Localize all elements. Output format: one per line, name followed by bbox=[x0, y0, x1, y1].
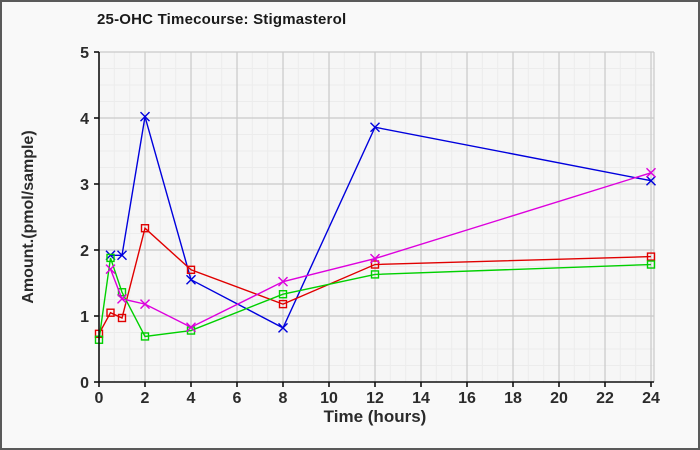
series-magenta-marker bbox=[370, 253, 380, 264]
y-axis-label: Amount.(pmol/sample) bbox=[20, 130, 37, 304]
series-red-marker bbox=[117, 313, 127, 323]
series-magenta-marker bbox=[278, 276, 288, 287]
series-red-marker bbox=[278, 299, 288, 309]
x-tick-label: 0 bbox=[95, 390, 104, 407]
axis-ticks bbox=[94, 51, 652, 387]
series-red bbox=[94, 224, 656, 339]
x-tick-label: 18 bbox=[504, 390, 522, 407]
series-blue-marker bbox=[117, 250, 127, 261]
series-magenta bbox=[105, 167, 656, 333]
series-magenta-marker bbox=[186, 322, 196, 333]
series-red-line bbox=[98, 226, 652, 335]
y-tick-label: 0 bbox=[80, 375, 89, 392]
series-magenta-marker bbox=[646, 167, 656, 178]
series-blue-marker bbox=[140, 111, 150, 122]
series-blue-marker bbox=[278, 322, 288, 333]
series-red-marker bbox=[370, 260, 380, 269]
x-tick-label: 6 bbox=[233, 390, 242, 407]
series-blue bbox=[105, 111, 656, 333]
series-green-marker bbox=[140, 332, 150, 341]
series-red-marker bbox=[140, 224, 150, 233]
y-tick-label: 3 bbox=[80, 177, 89, 194]
major-gridlines bbox=[99, 52, 654, 382]
x-tick-label: 4 bbox=[187, 390, 196, 407]
series-blue-marker bbox=[646, 175, 656, 186]
series-magenta-marker bbox=[140, 299, 150, 310]
minor-gridlines bbox=[99, 52, 654, 382]
series-green-marker bbox=[106, 253, 115, 263]
series-magenta-marker bbox=[105, 264, 116, 275]
x-tick-label: 24 bbox=[642, 390, 660, 407]
x-axis-label: Time (hours) bbox=[323, 407, 427, 426]
x-tick-label: 22 bbox=[596, 390, 614, 407]
plot-frame bbox=[99, 51, 655, 382]
x-tick-label: 16 bbox=[458, 390, 476, 407]
series-green-marker bbox=[117, 288, 127, 297]
series-blue-marker bbox=[370, 122, 380, 133]
x-tick-label: 20 bbox=[550, 390, 568, 407]
series-red-marker bbox=[106, 308, 115, 317]
series-magenta-marker bbox=[117, 293, 127, 304]
x-tick-label: 12 bbox=[366, 390, 384, 407]
x-tick-label: 10 bbox=[320, 390, 338, 407]
series-green-marker bbox=[278, 290, 288, 299]
series-green-marker bbox=[370, 270, 380, 279]
y-tick-label: 1 bbox=[80, 309, 89, 326]
series-blue-marker bbox=[186, 274, 196, 285]
series-red-marker bbox=[646, 252, 656, 261]
y-tick-label: 4 bbox=[80, 111, 89, 128]
x-tick-label: 2 bbox=[141, 390, 150, 407]
series-green-marker bbox=[646, 260, 656, 269]
series-red-marker bbox=[186, 265, 196, 274]
series-green-line bbox=[98, 257, 652, 340]
x-tick-label: 14 bbox=[412, 390, 430, 407]
x-tick-label: 8 bbox=[279, 390, 288, 407]
chart-title: 25-OHC Timecourse: Stigmasterol bbox=[97, 11, 347, 28]
y-tick-label: 2 bbox=[80, 243, 89, 260]
y-tick-label: 5 bbox=[80, 45, 89, 62]
